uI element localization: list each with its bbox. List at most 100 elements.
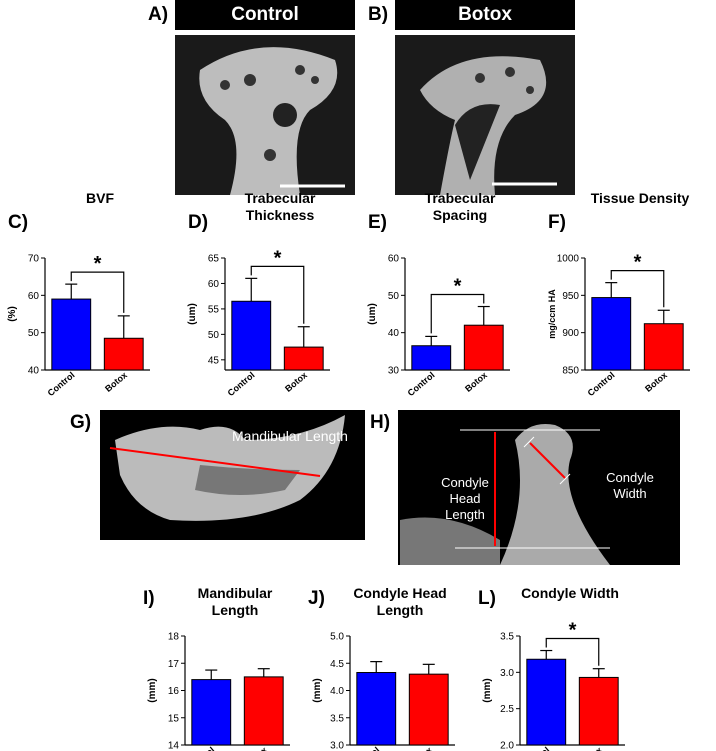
x-tick-label: Botox (243, 745, 269, 751)
y-tick-label: 65 (208, 254, 220, 265)
image-header: Control (175, 0, 355, 30)
y-tick-label: 60 (208, 279, 220, 290)
bar (408, 673, 449, 746)
y-tick-label: 5.0 (330, 632, 344, 643)
image-header: Botox (395, 0, 575, 30)
x-tick-label: Control (226, 370, 257, 398)
bar (578, 676, 619, 746)
bar (51, 298, 92, 371)
panel-label: I) (143, 588, 155, 609)
bar (191, 679, 232, 746)
mandible-xray (100, 410, 365, 540)
panel-label: G) (70, 412, 92, 433)
micro-ct-botox (395, 35, 575, 195)
significance-marker: * (569, 620, 577, 642)
y-tick-label: 16 (168, 686, 180, 697)
y-tick-label: 2.5 (500, 704, 514, 715)
x-tick-label: Botox (643, 370, 669, 394)
panel-label: D) (188, 212, 209, 233)
x-tick-label: Control (406, 370, 437, 398)
y-tick-label: 3.5 (500, 632, 514, 643)
y-tick-label: 950 (562, 291, 579, 302)
x-tick-label: Botox (283, 370, 309, 394)
condyle-xray (398, 410, 680, 565)
y-tick-label: 4.0 (330, 686, 344, 697)
bar (591, 297, 632, 371)
bar (643, 323, 684, 371)
y-axis-label: mg/ccm HA (547, 289, 557, 339)
panel-label: B) (368, 4, 389, 25)
x-tick-label: Control (586, 370, 617, 398)
panel-label: H) (370, 412, 391, 433)
bar (526, 658, 567, 746)
y-tick-label: 3.0 (500, 668, 514, 679)
chart-title: Tissue Density (590, 190, 690, 206)
y-axis-label: (%) (7, 306, 18, 322)
significance-marker: * (94, 253, 102, 275)
y-tick-label: 14 (168, 741, 180, 751)
y-axis-label: (mm) (312, 678, 323, 702)
bar (283, 346, 324, 371)
chart-title: Condyle Head Length (353, 585, 447, 618)
bar (243, 676, 284, 746)
x-tick-label: Botox (578, 745, 604, 751)
y-tick-label: 18 (168, 632, 180, 643)
significance-bracket (70, 271, 125, 313)
chart-title: Trabecular Spacing (424, 190, 496, 223)
chart-title: BVF (86, 190, 114, 206)
y-tick-label: 40 (388, 328, 400, 339)
y-tick-label: 50 (28, 328, 40, 339)
y-tick-label: 17 (168, 659, 180, 670)
significance-marker: * (634, 252, 642, 274)
y-tick-label: 3.0 (330, 741, 344, 751)
significance-bracket (610, 270, 665, 308)
y-tick-label: 45 (208, 355, 220, 366)
panel-label: E) (368, 212, 387, 233)
chart-title: Condyle Width (521, 585, 619, 601)
panel-label: L) (478, 588, 496, 609)
y-tick-label: 50 (208, 330, 220, 341)
y-axis-label: (mm) (147, 678, 158, 702)
image-annotation: Condyle Width (606, 470, 654, 501)
x-tick-label: Control (521, 745, 552, 751)
panel-label: J) (308, 588, 325, 609)
bar (231, 300, 272, 371)
bar (356, 672, 397, 746)
y-tick-label: 4.5 (330, 659, 344, 670)
panel-label: C) (8, 212, 29, 233)
y-tick-label: 3.5 (330, 713, 344, 724)
significance-marker: * (274, 247, 282, 269)
y-tick-label: 60 (388, 254, 400, 265)
panel-label: A) (148, 4, 169, 25)
significance-bracket (545, 637, 600, 666)
bar (411, 345, 452, 371)
image-annotation: Condyle Head Length (441, 475, 489, 522)
significance-marker: * (454, 276, 462, 298)
x-tick-label: Botox (463, 370, 489, 394)
chart-title: Trabecular Thickness (244, 190, 316, 223)
significance-bracket (250, 265, 305, 324)
chart-title: Mandibular Length (197, 585, 273, 618)
y-tick-label: 850 (562, 366, 579, 377)
y-tick-label: 1000 (557, 254, 580, 265)
y-tick-label: 60 (28, 291, 40, 302)
x-tick-label: Botox (408, 745, 434, 751)
y-tick-label: 55 (208, 304, 220, 315)
x-tick-label: Control (186, 745, 217, 751)
x-tick-label: Control (46, 370, 77, 398)
y-tick-label: 40 (28, 366, 40, 377)
y-tick-label: 900 (562, 328, 579, 339)
panel-label: F) (548, 212, 566, 233)
micro-ct-control (175, 35, 355, 196)
y-tick-label: 15 (168, 713, 180, 724)
bar (463, 324, 504, 371)
y-axis-label: (mm) (482, 678, 493, 702)
y-axis-label: (um) (187, 303, 198, 325)
y-tick-label: 50 (388, 291, 400, 302)
x-tick-label: Botox (103, 370, 129, 394)
x-tick-label: Control (351, 745, 382, 751)
bar (103, 337, 144, 371)
y-tick-label: 70 (28, 254, 40, 265)
